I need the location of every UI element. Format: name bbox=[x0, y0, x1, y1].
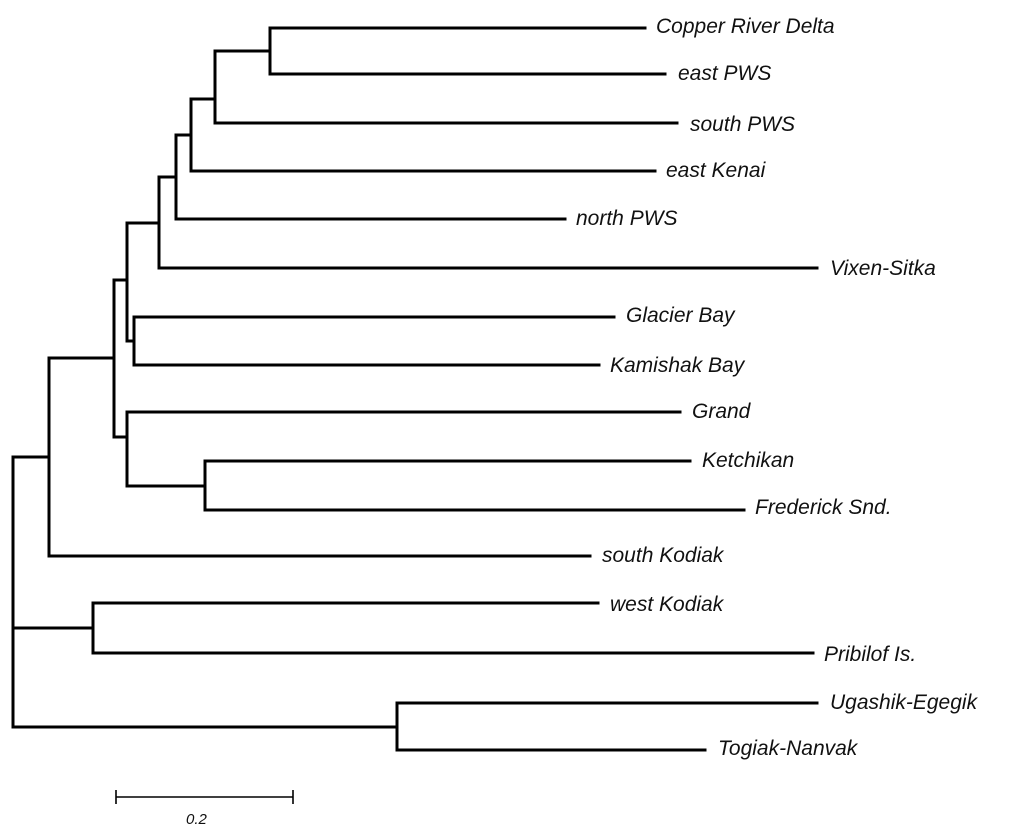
leaf-label-pribilof-is: Pribilof Is. bbox=[824, 643, 916, 666]
leaf-label-kamishak-bay: Kamishak Bay bbox=[610, 354, 746, 377]
scale-bar-label: 0.2 bbox=[186, 811, 208, 828]
leaf-label-east-pws: east PWS bbox=[678, 62, 771, 85]
tree-branches bbox=[11, 26, 819, 752]
leaf-label-grand: Grand bbox=[692, 400, 752, 423]
leaf-label-frederick-snd: Frederick Snd. bbox=[755, 496, 892, 519]
scale-bar: 0.2 bbox=[115, 790, 294, 828]
leaf-label-east-kenai: east Kenai bbox=[666, 159, 767, 182]
leaf-label-copper-river-delta: Copper River Delta bbox=[656, 15, 835, 38]
leaf-label-glacier-bay: Glacier Bay bbox=[626, 304, 736, 327]
leaf-label-south-kodiak: south Kodiak bbox=[602, 544, 725, 567]
leaf-label-ketchikan: Ketchikan bbox=[702, 449, 794, 472]
leaf-label-togiak-nanvak: Togiak-Nanvak bbox=[718, 737, 859, 760]
leaf-label-south-pws: south PWS bbox=[690, 113, 795, 136]
leaf-label-north-pws: north PWS bbox=[576, 207, 678, 230]
leaf-label-west-kodiak: west Kodiak bbox=[610, 593, 725, 616]
leaf-label-vixen-sitka: Vixen-Sitka bbox=[830, 257, 936, 280]
leaf-label-ugashik-egegik: Ugashik-Egegik bbox=[830, 691, 979, 714]
